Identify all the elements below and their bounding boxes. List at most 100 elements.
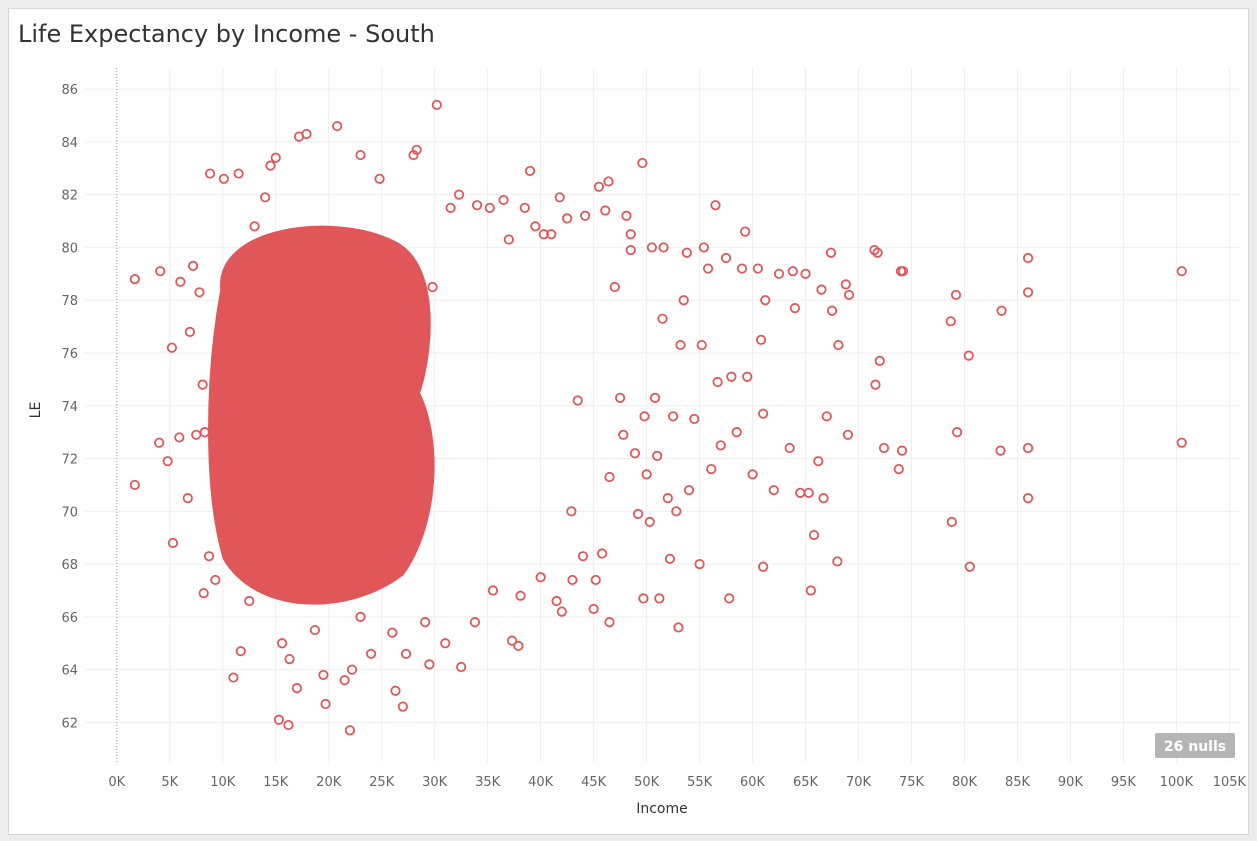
scatter-point[interactable] [641,469,652,480]
scatter-point[interactable] [662,493,673,504]
scatter-point[interactable] [618,429,629,440]
scatter-point[interactable] [874,355,885,367]
scatter-point[interactable] [154,437,165,448]
scatter-point[interactable] [387,627,398,638]
scatter-point[interactable] [825,247,837,258]
scatter-point[interactable] [832,556,843,567]
scatter-point[interactable] [946,516,957,527]
scatter-point[interactable] [233,168,244,179]
scatter-point[interactable] [374,173,385,184]
scatter-point[interactable] [675,339,686,351]
scatter-point[interactable] [654,593,665,604]
scatter-point[interactable] [694,558,705,570]
scatter-point[interactable] [283,719,294,731]
scatter-point[interactable] [166,342,177,353]
scatter-point[interactable] [597,548,608,559]
scatter-point[interactable] [162,456,173,467]
scatter-point[interactable] [816,284,827,295]
scatter-point[interactable] [842,429,854,440]
scatter-point[interactable] [673,622,684,633]
scatter-point[interactable] [400,648,412,659]
scatter-point[interactable] [950,289,962,301]
scatter-point[interactable] [440,638,451,649]
scatter-point[interactable] [355,149,366,161]
scatter-point[interactable] [698,242,709,253]
scatter-point[interactable] [784,442,795,454]
scatter-point[interactable] [726,371,737,382]
scatter-point[interactable] [681,247,692,258]
scatter-point[interactable] [671,506,682,517]
scatter-point[interactable] [487,585,499,596]
scatter-point[interactable] [197,379,208,390]
scatter-point[interactable] [758,408,769,419]
scatter-point[interactable] [530,221,541,232]
scatter-point[interactable] [235,646,246,657]
scatter-point[interactable] [191,429,202,440]
scatter-point[interactable] [752,263,763,274]
scatter-point[interactable] [747,469,758,480]
scatter-point[interactable] [995,445,1006,456]
scatter-point[interactable] [657,313,668,324]
scatter-point[interactable] [397,701,408,712]
scatter-point[interactable] [840,279,851,290]
scatter-point[interactable] [284,653,295,665]
scatter-point[interactable] [664,553,676,564]
scatter-point[interactable] [155,266,166,277]
scatter-point[interactable] [652,450,663,462]
scatter-point[interactable] [515,590,526,601]
scatter-point[interactable] [609,281,620,293]
scatter-point[interactable] [633,508,644,520]
scatter-point[interactable] [896,445,908,456]
scatter-point[interactable] [344,725,356,736]
scatter-point[interactable] [740,226,751,237]
scatter-point[interactable] [346,664,358,675]
scatter-point[interactable] [129,479,140,491]
scatter-point[interactable] [758,561,769,572]
scatter-point[interactable] [194,287,205,298]
scatter-point[interactable] [309,624,321,636]
scatter-point[interactable] [320,698,331,710]
scatter-point[interactable] [720,252,732,264]
scatter-point[interactable] [175,276,186,287]
scatter-point[interactable] [199,427,210,438]
scatter-point[interactable] [604,617,615,628]
scatter-point[interactable] [724,593,735,604]
scatter-point[interactable] [760,295,771,306]
scatter-point[interactable] [498,194,509,206]
scatter-point[interactable] [813,456,824,467]
scatter-point[interactable] [621,210,632,221]
scatter-point[interactable] [808,529,820,541]
scatter-point[interactable] [551,595,562,607]
scatter-point[interactable] [787,266,798,277]
scatter-point[interactable] [615,392,626,403]
scatter-point[interactable] [805,585,816,596]
scatter-point[interactable] [182,493,193,504]
scatter-point[interactable] [366,648,377,659]
scatter-point[interactable] [276,638,288,649]
scatter-point[interactable] [667,411,679,422]
scatter-point[interactable] [731,427,742,438]
scatter-point[interactable] [843,289,855,301]
scatter-point[interactable] [742,371,753,382]
scatter-point[interactable] [604,471,615,483]
scatter-point[interactable] [129,274,140,285]
scatter-point[interactable] [249,221,260,232]
scatter-point[interactable] [646,242,658,253]
scatter-point[interactable] [637,157,648,169]
scatter-point[interactable] [244,595,255,607]
scatter-points[interactable] [129,99,1187,736]
scatter-point[interactable] [795,487,806,498]
scatter-point[interactable] [715,440,726,451]
scatter-point[interactable] [696,339,707,351]
scatter-point[interactable] [503,234,514,245]
scatter-point[interactable] [789,303,801,314]
scatter-point[interactable] [538,229,549,240]
scatter-point[interactable] [577,551,589,562]
scatter-point[interactable] [644,516,655,527]
scatter-point[interactable] [1022,493,1034,504]
scatter-point[interactable] [588,603,599,615]
scatter-point[interactable] [513,640,524,651]
scatter-point[interactable] [301,128,312,140]
scatter-point[interactable] [1022,287,1034,298]
scatter-point[interactable] [649,392,661,403]
